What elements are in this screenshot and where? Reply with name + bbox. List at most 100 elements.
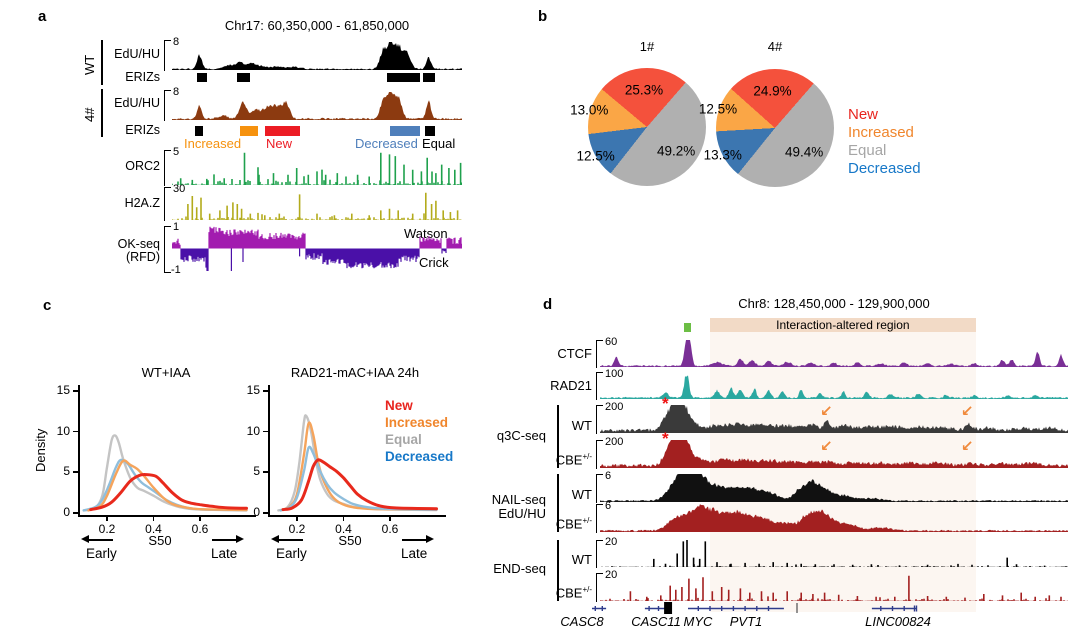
track-label-erizs-wt: ERIZs [125,70,160,84]
gene-label-pvt1: PVT1 [729,614,763,629]
eriz-box [424,126,435,136]
track-okseq-rfd [172,226,462,271]
panel-b-label: b [538,8,548,25]
scale-bracket [164,40,171,71]
group-q3c-bracket [557,405,559,468]
scale-value-edu-wt: 8 [173,36,180,48]
density-plot-rad21: 0 5 10 15 0.2 0.4 0.6 [247,383,446,536]
legend-item: Equal [385,432,422,447]
legend-item: Increased [848,124,914,141]
scale-bracket [164,187,171,221]
track-4-eduhu [172,92,462,120]
y-tick [73,471,78,473]
gene-label-casc11: CASC11 [631,614,681,629]
track-q3c-cbe [600,440,1068,468]
y-tick [263,471,268,473]
panel-c-label: c [43,297,52,314]
scale-bracket [596,474,603,503]
late-arrow-shaft [212,539,237,541]
scale-value-nail-cbe: 6 [605,500,612,512]
scale-value-ok-bottom: -1 [171,264,181,276]
scale-bracket [596,405,603,434]
scale-value-q3c-wt: 200 [605,401,624,413]
early-label-2: Early [276,546,307,561]
scale-bracket [164,226,171,273]
x-axis [268,515,446,517]
x-tick-label: 0.2 [288,522,306,536]
pie2-title: 4# [767,39,783,54]
group-end-bracket [557,540,559,601]
track-label-ctcf: CTCF [557,346,592,361]
decreased-interaction-arrow-icon: ↙ [960,437,974,455]
pie-slice-label: 24.9% [753,83,792,99]
eriz-box [265,126,301,136]
group-label-end: END-seq [493,561,546,576]
track-orc2 [172,151,462,185]
y-tick-label: 10 [56,423,70,438]
y-axis [78,385,80,517]
eriz-box [423,73,435,82]
late-label-1: Late [211,546,238,561]
scale-bracket [596,440,603,469]
gene-track [580,601,1075,615]
scale-value-rad21: 100 [605,368,624,380]
track-nail-cbe [600,504,1068,532]
group-wt-bracket [101,40,103,85]
eriz-box [196,73,207,82]
legend-item: New [848,106,879,123]
eriz-box [236,73,250,82]
scale-value-orc2: 5 [173,146,180,158]
y-tick [263,430,268,433]
scale-bracket [164,90,171,121]
scale-value-ok-top: 1 [173,221,180,233]
plot1-title: WT+IAA [141,365,191,380]
x-tick-label: 0.4 [335,522,352,536]
pie-slice-label: 13.0% [570,102,609,118]
legend-item: Decreased [848,160,921,177]
legend-item: Increased [385,415,449,430]
pie-chart-1: 25.3% 13.0% 12.5% 49.2% [570,68,706,186]
density-plot-wt: 0 5 10 15 0.2 0.4 0.6 [57,383,256,536]
row-label-nail-wt: WT [571,487,592,502]
scale-value-nail-wt: 6 [605,470,612,482]
early-arrow-shaft [88,539,113,541]
category-equal: Equal [422,136,456,151]
track-wt-eduhu [172,42,462,70]
y-tick-label: 15 [56,383,70,397]
track-q3c-wt [600,405,1068,433]
legend-item: New [385,398,413,413]
y-tick [263,512,268,514]
group-4-label: 4# [82,107,97,123]
row-label-end-cbe: CBE+/- [555,585,592,601]
pie-slice-label: 49.2% [656,143,696,159]
scale-bracket [596,372,603,400]
gene-label-casc8: CASC8 [560,614,604,629]
scale-value-end-wt: 20 [605,536,618,548]
eriz-box [390,126,420,136]
late-arrow-icon [236,535,244,543]
scale-bracket [596,573,603,602]
group-label-q3c: q3C-seq [496,428,546,443]
track-label-eduhu-wt: EdU/HU [114,47,160,61]
category-decreased: Decreased [355,136,418,151]
significant-peak-asterisk: * [661,394,669,413]
y-tick-label: 5 [63,464,70,479]
x-tick-label: 0.6 [381,522,399,536]
scale-bracket [596,504,603,533]
group-label-nail-2: EdU/HU [498,506,546,521]
y-tick-label: 15 [246,383,260,397]
scale-bracket [164,150,171,186]
crick-label: Crick [419,255,449,270]
pie-slice-label: 12.5% [576,148,615,164]
erizs-wt-row [172,73,462,82]
eriz-box [239,126,258,136]
erizs-4-row [172,126,462,136]
green-marker-icon [683,323,691,332]
early-arrow-icon [81,535,89,543]
decreased-interaction-arrow-icon: ↙ [819,402,833,420]
y-tick [73,390,78,392]
late-arrow-shaft [402,539,427,541]
track-nail-wt [600,474,1068,502]
plot2-title: RAD21-mAC+IAA 24h [290,365,420,380]
